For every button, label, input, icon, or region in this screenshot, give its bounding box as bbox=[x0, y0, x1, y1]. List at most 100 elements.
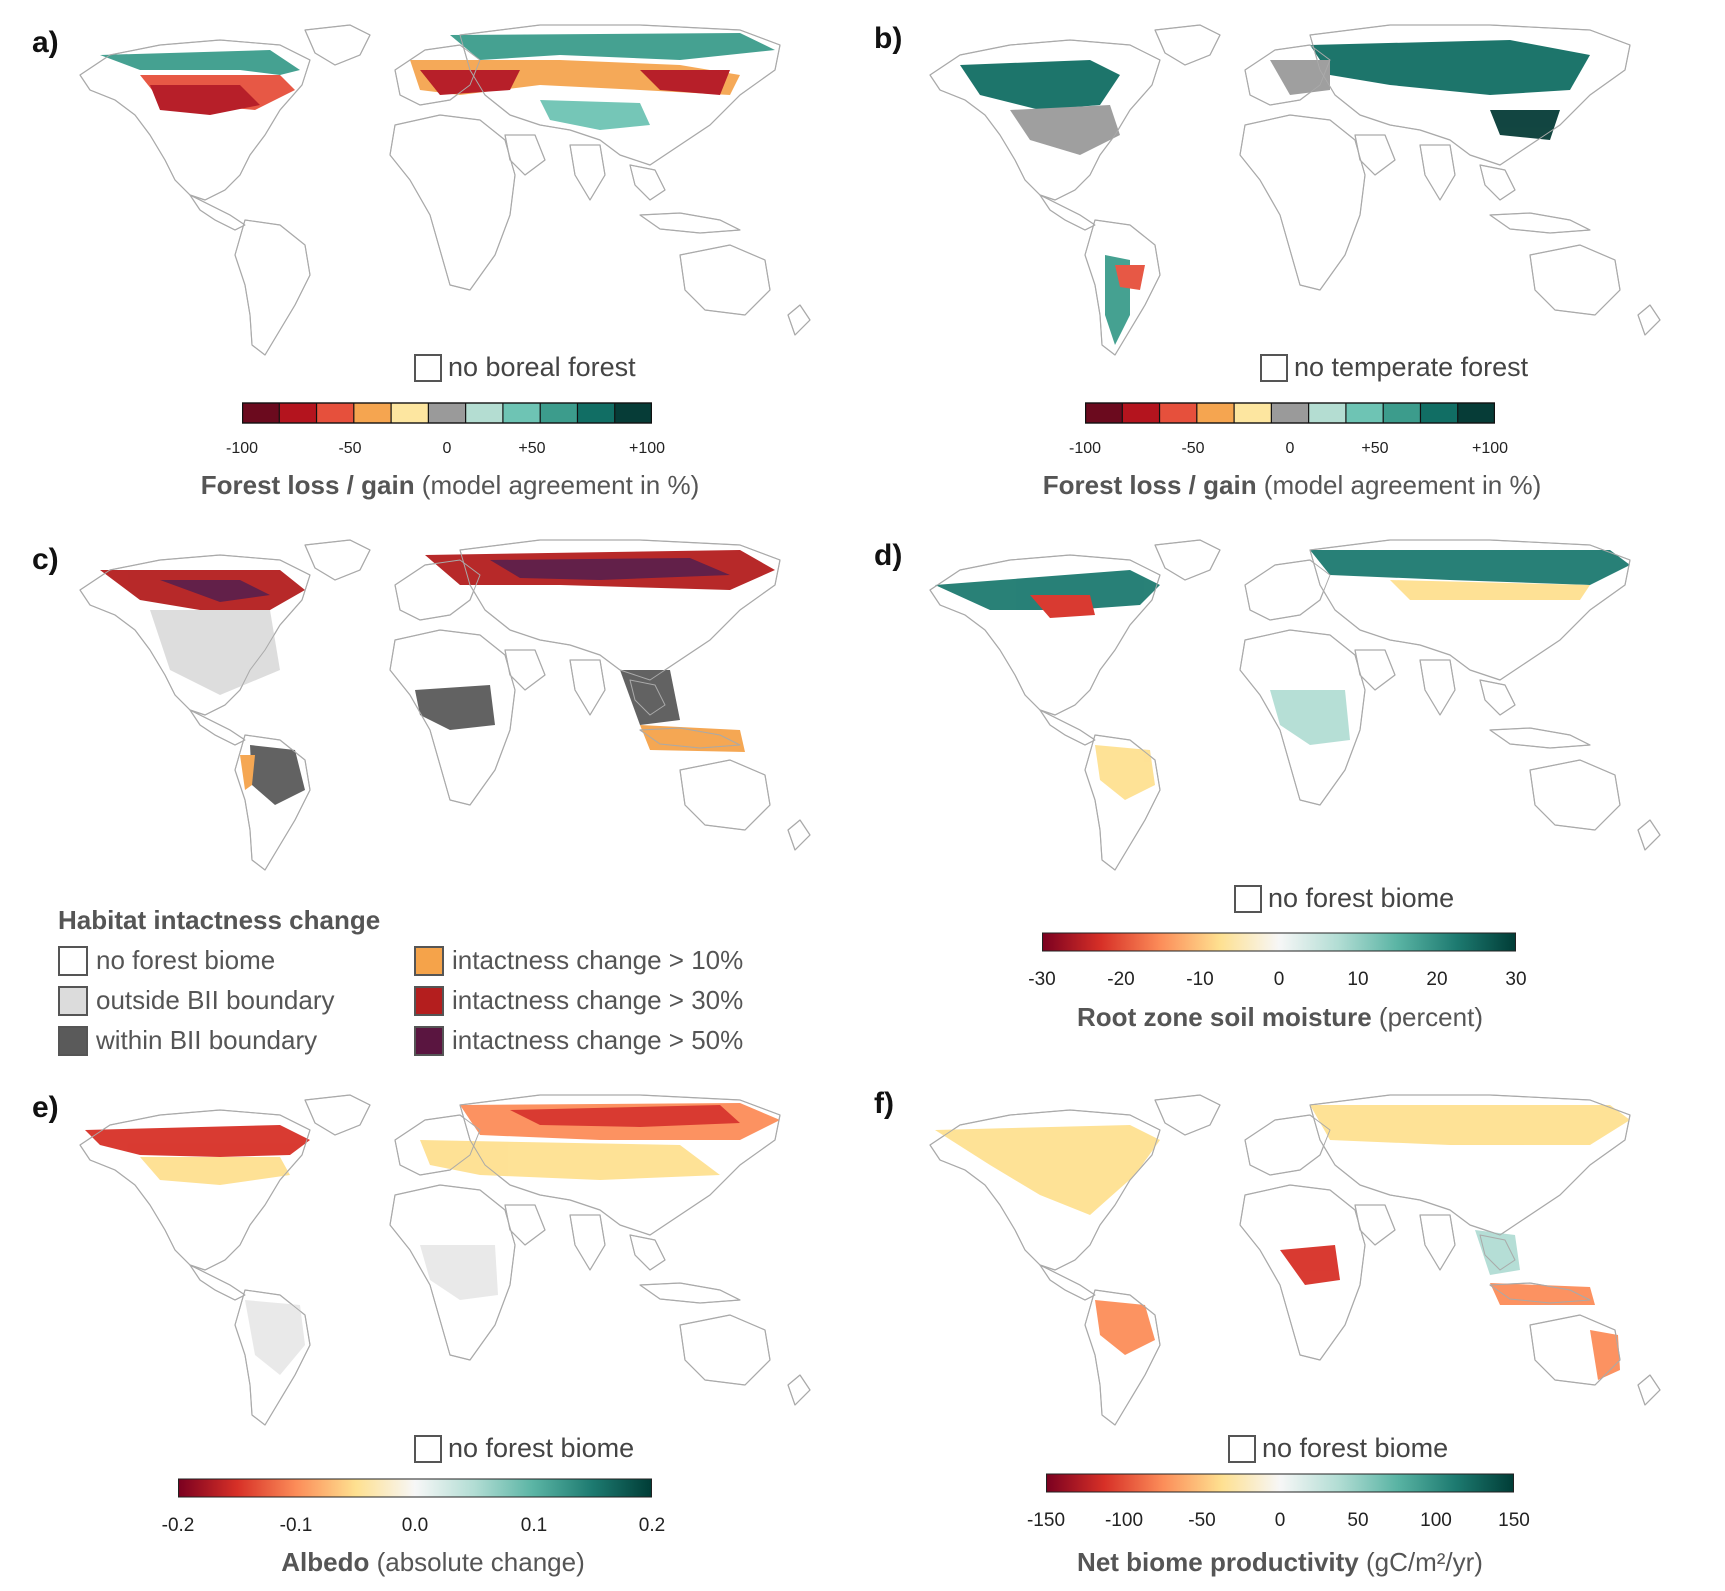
panel-b: b) no temperate forest -100 -50 0 +50 +1… bbox=[860, 0, 1725, 520]
land-india bbox=[569, 144, 606, 201]
coastline-europe bbox=[1244, 44, 1331, 106]
no-data-label: no forest biome bbox=[1268, 883, 1455, 913]
colorbar-title: Forest loss / gain (model agreement in %… bbox=[201, 470, 700, 501]
legend-swatch bbox=[58, 985, 88, 1016]
colorbar-segment bbox=[540, 403, 578, 423]
colorbar-frame bbox=[178, 1478, 652, 1498]
colorbar-segment bbox=[1122, 403, 1160, 423]
coastline-asia bbox=[459, 24, 781, 166]
tick-label: 30 bbox=[1505, 969, 1527, 990]
panel-label: d) bbox=[874, 539, 903, 572]
outline-layer bbox=[79, 539, 811, 871]
data-region-samerica bbox=[1095, 745, 1155, 800]
legend-swatch bbox=[414, 945, 444, 976]
coastline-seasia bbox=[629, 1234, 666, 1271]
panel-label: b) bbox=[874, 22, 903, 55]
land-greenland bbox=[1154, 24, 1221, 66]
land-africa bbox=[1239, 114, 1366, 291]
data-region-indonesia bbox=[1490, 1283, 1595, 1305]
tick-label: -50 bbox=[1181, 440, 1205, 457]
colorbar-gradient bbox=[1046, 1474, 1514, 1492]
coastline-camerica bbox=[189, 709, 246, 746]
data-region-asia bbox=[1310, 1105, 1630, 1145]
colorbar-frame bbox=[1085, 402, 1495, 424]
data-region-asia bbox=[490, 558, 730, 580]
coastline-india bbox=[569, 659, 606, 716]
title-bold: Albedo bbox=[281, 1547, 370, 1577]
panel-label: c) bbox=[32, 543, 59, 576]
land-india bbox=[1419, 659, 1456, 716]
colorbar-segment bbox=[577, 403, 615, 423]
coastline-australia bbox=[1529, 759, 1621, 831]
world-map bbox=[929, 539, 1661, 871]
title-bold: Forest loss / gain bbox=[200, 470, 415, 500]
data-region-seasia bbox=[620, 670, 680, 725]
no-data-label: no forest biome bbox=[1262, 1433, 1449, 1463]
tick-label: -50 bbox=[1188, 1510, 1216, 1531]
panel-label: e) bbox=[32, 1091, 59, 1124]
coastline-arabia bbox=[1354, 1204, 1396, 1246]
coastline-indonesia bbox=[639, 1282, 741, 1304]
colorbar bbox=[1042, 932, 1516, 952]
coastline-asia bbox=[459, 539, 781, 681]
colorbar-segment bbox=[1345, 403, 1384, 423]
data-region-namerica bbox=[935, 1125, 1160, 1215]
no-data-label: no boreal forest bbox=[448, 352, 636, 382]
tick-label: 0.2 bbox=[638, 1515, 666, 1536]
data-region-asia bbox=[640, 70, 730, 95]
colorbar-segment bbox=[391, 403, 429, 423]
legend-label: outside BII boundary bbox=[96, 985, 335, 1015]
tick-label: -20 bbox=[1107, 969, 1135, 990]
land-greenland bbox=[1154, 1094, 1221, 1136]
colorbar-frame bbox=[1046, 1473, 1514, 1493]
panel-c: c) Habitat intactness change no forest b… bbox=[0, 525, 860, 1065]
coastline-seasia bbox=[1479, 1234, 1516, 1271]
colorbar-segment bbox=[465, 403, 503, 423]
legend-swatch bbox=[414, 1025, 444, 1056]
legend-label: within BII boundary bbox=[96, 1025, 318, 1055]
title-rest: (model agreement in %) bbox=[414, 470, 700, 500]
empty-swatch bbox=[1228, 1434, 1256, 1463]
tick-label: -100 bbox=[225, 440, 259, 457]
land-camerica bbox=[189, 1264, 246, 1301]
data-region-seasia bbox=[1475, 1230, 1520, 1275]
coastline-seasia bbox=[1479, 164, 1516, 201]
coastline-camerica bbox=[189, 1264, 246, 1301]
data-region-asia bbox=[1390, 580, 1590, 600]
tick-label: -100 bbox=[1104, 1510, 1144, 1531]
data-region-asia bbox=[540, 100, 650, 130]
coastline-arabia bbox=[504, 134, 546, 176]
coastline-europe bbox=[394, 559, 481, 621]
tick-label: -100 bbox=[1068, 440, 1102, 457]
legend-item: outside BII boundary bbox=[58, 985, 335, 1016]
data-region-namerica bbox=[85, 1125, 310, 1157]
coastline-africa bbox=[389, 629, 516, 806]
data-region-namerica bbox=[1030, 595, 1095, 618]
land-australia bbox=[1529, 759, 1621, 831]
coastline-greenland bbox=[1154, 539, 1221, 581]
data-region-samerica bbox=[1095, 1300, 1155, 1355]
land-india bbox=[569, 659, 606, 716]
legend-item: no forest biome bbox=[58, 945, 275, 976]
data-region-samerica bbox=[240, 755, 255, 790]
coastline-africa bbox=[1239, 114, 1366, 291]
coastline-greenland bbox=[304, 1094, 371, 1136]
title-rest: (percent) bbox=[1371, 1002, 1483, 1032]
legend-label: intactness change > 30% bbox=[452, 985, 744, 1015]
colorbar-title: Net biome productivity (gC/m²/yr) bbox=[1077, 1547, 1483, 1578]
title-bold: Net biome productivity bbox=[1077, 1547, 1359, 1577]
no-data-legend: no temperate forest bbox=[1260, 352, 1528, 383]
outline-layer bbox=[79, 24, 811, 356]
coastline-europe bbox=[394, 44, 481, 106]
coastline-arabia bbox=[504, 649, 546, 691]
empty-swatch bbox=[414, 1434, 442, 1463]
coastline-samerica bbox=[234, 1289, 311, 1426]
coastline-africa bbox=[1239, 1184, 1366, 1361]
land-australia bbox=[1529, 244, 1621, 316]
colorbar bbox=[242, 402, 652, 424]
data-region-africa bbox=[1280, 1245, 1340, 1285]
land-greenland bbox=[1154, 539, 1221, 581]
empty-swatch bbox=[1260, 353, 1288, 382]
world-map bbox=[79, 539, 811, 871]
coastline-arabia bbox=[1354, 649, 1396, 691]
